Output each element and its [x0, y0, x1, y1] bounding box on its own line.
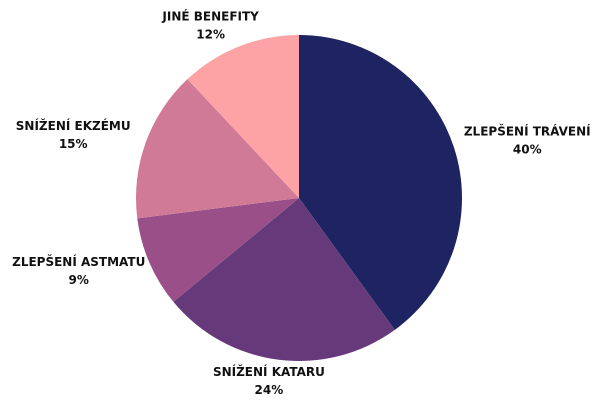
slice-value-label: 12% — [196, 27, 225, 41]
slice-value-label: 24% — [255, 383, 284, 397]
pie-slice — [136, 79, 299, 219]
pie-slice — [137, 198, 299, 302]
pie-slice — [299, 35, 462, 330]
slice-value-label: 15% — [59, 137, 88, 151]
pie-slice — [187, 35, 299, 198]
slice-label: ZLEPŠENÍ TRÁVENÍ — [464, 123, 591, 138]
slice-label: ZLEPŠENÍ ASTMATU — [12, 254, 145, 269]
slice-value-label: 40% — [513, 142, 542, 156]
pie-slice — [173, 198, 395, 361]
slice-label: JINÉ BENEFITY — [161, 8, 259, 23]
slice-label: SNÍŽENÍ KATARU — [213, 364, 325, 379]
slice-value-label: 9% — [69, 273, 89, 287]
slice-label: SNÍŽENÍ EKZÉMU — [16, 118, 131, 133]
